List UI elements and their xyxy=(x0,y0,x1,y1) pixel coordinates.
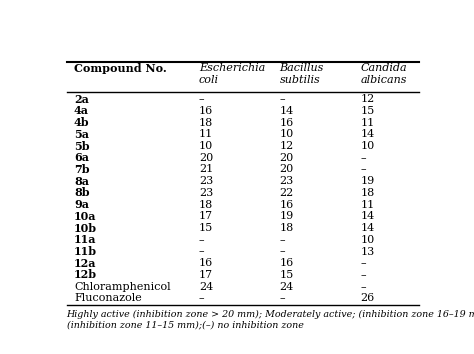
Text: 18: 18 xyxy=(199,118,213,127)
Text: Bacillus
subtilis: Bacillus subtilis xyxy=(280,63,324,85)
Text: 15: 15 xyxy=(280,270,294,280)
Text: 10: 10 xyxy=(360,141,375,151)
Text: 23: 23 xyxy=(199,176,213,186)
Text: 16: 16 xyxy=(280,118,294,127)
Text: 4a: 4a xyxy=(74,105,89,116)
Text: –: – xyxy=(280,293,285,303)
Text: –: – xyxy=(360,258,366,268)
Text: Highly active (inhibition zone > 20 mm); Moderately active; (inhibition zone 16–: Highly active (inhibition zone > 20 mm);… xyxy=(66,309,474,329)
Text: 16: 16 xyxy=(280,200,294,210)
Text: 10: 10 xyxy=(199,141,213,151)
Text: –: – xyxy=(199,235,204,245)
Text: 10b: 10b xyxy=(74,223,97,234)
Text: 14: 14 xyxy=(280,106,294,116)
Text: 4b: 4b xyxy=(74,117,90,128)
Text: 6a: 6a xyxy=(74,152,89,163)
Text: –: – xyxy=(280,94,285,104)
Text: 17: 17 xyxy=(199,270,213,280)
Text: 14: 14 xyxy=(360,211,375,221)
Text: Candida
albicans: Candida albicans xyxy=(360,63,407,85)
Text: 13: 13 xyxy=(360,246,375,257)
Text: –: – xyxy=(360,282,366,292)
Text: –: – xyxy=(280,246,285,257)
Text: 15: 15 xyxy=(360,106,375,116)
Text: 18: 18 xyxy=(199,200,213,210)
Text: –: – xyxy=(360,165,366,175)
Text: 8a: 8a xyxy=(74,176,89,187)
Text: –: – xyxy=(280,235,285,245)
Text: 12: 12 xyxy=(360,94,375,104)
Text: –: – xyxy=(199,293,204,303)
Text: 16: 16 xyxy=(199,106,213,116)
Text: 21: 21 xyxy=(199,165,213,175)
Text: 8b: 8b xyxy=(74,187,90,199)
Text: 7b: 7b xyxy=(74,164,90,175)
Text: Chloramphenicol: Chloramphenicol xyxy=(74,282,171,292)
Text: 10a: 10a xyxy=(74,211,96,222)
Text: 20: 20 xyxy=(199,153,213,163)
Text: 19: 19 xyxy=(280,211,294,221)
Text: –: – xyxy=(360,270,366,280)
Text: 24: 24 xyxy=(199,282,213,292)
Text: –: – xyxy=(360,153,366,163)
Text: 10: 10 xyxy=(280,129,294,139)
Text: 9a: 9a xyxy=(74,199,89,210)
Text: 16: 16 xyxy=(199,258,213,268)
Text: 11: 11 xyxy=(199,129,213,139)
Text: 26: 26 xyxy=(360,293,375,303)
Text: 19: 19 xyxy=(360,176,375,186)
Text: –: – xyxy=(199,246,204,257)
Text: 14: 14 xyxy=(360,223,375,233)
Text: Escherichia
coli: Escherichia coli xyxy=(199,63,265,85)
Text: 17: 17 xyxy=(199,211,213,221)
Text: 18: 18 xyxy=(280,223,294,233)
Text: 22: 22 xyxy=(280,188,294,198)
Text: Compound No.: Compound No. xyxy=(74,63,167,74)
Text: Fluconazole: Fluconazole xyxy=(74,293,142,303)
Text: 11: 11 xyxy=(360,200,375,210)
Text: 20: 20 xyxy=(280,153,294,163)
Text: 12b: 12b xyxy=(74,269,97,280)
Text: 2a: 2a xyxy=(74,94,89,105)
Text: 18: 18 xyxy=(360,188,375,198)
Text: 10: 10 xyxy=(360,235,375,245)
Text: 15: 15 xyxy=(199,223,213,233)
Text: 12a: 12a xyxy=(74,258,96,269)
Text: 5b: 5b xyxy=(74,141,90,152)
Text: 11a: 11a xyxy=(74,234,96,245)
Text: 12: 12 xyxy=(280,141,294,151)
Text: 14: 14 xyxy=(360,129,375,139)
Text: 16: 16 xyxy=(280,258,294,268)
Text: 11b: 11b xyxy=(74,246,97,257)
Text: 23: 23 xyxy=(199,188,213,198)
Text: 23: 23 xyxy=(280,176,294,186)
Text: 24: 24 xyxy=(280,282,294,292)
Text: 5a: 5a xyxy=(74,129,89,140)
Text: 20: 20 xyxy=(280,165,294,175)
Text: 11: 11 xyxy=(360,118,375,127)
Text: –: – xyxy=(199,94,204,104)
